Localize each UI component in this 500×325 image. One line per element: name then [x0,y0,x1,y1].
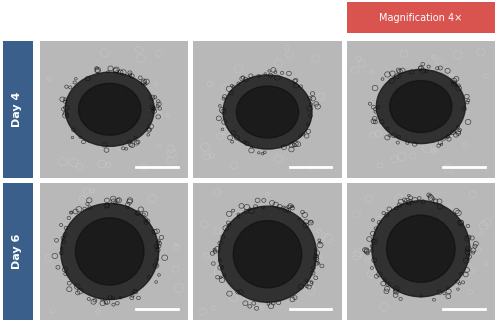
Ellipse shape [236,86,298,138]
Ellipse shape [386,215,455,282]
Ellipse shape [223,75,312,149]
Ellipse shape [76,218,144,285]
Ellipse shape [390,81,452,133]
Ellipse shape [78,83,141,135]
Text: Day 6: Day 6 [12,234,22,269]
Text: Magnification 4×: Magnification 4× [379,13,462,23]
Ellipse shape [376,70,466,144]
Ellipse shape [65,72,154,146]
Ellipse shape [218,206,316,302]
Text: Day 4: Day 4 [12,92,22,127]
Ellipse shape [372,201,470,297]
Ellipse shape [61,203,158,300]
Ellipse shape [233,221,302,288]
